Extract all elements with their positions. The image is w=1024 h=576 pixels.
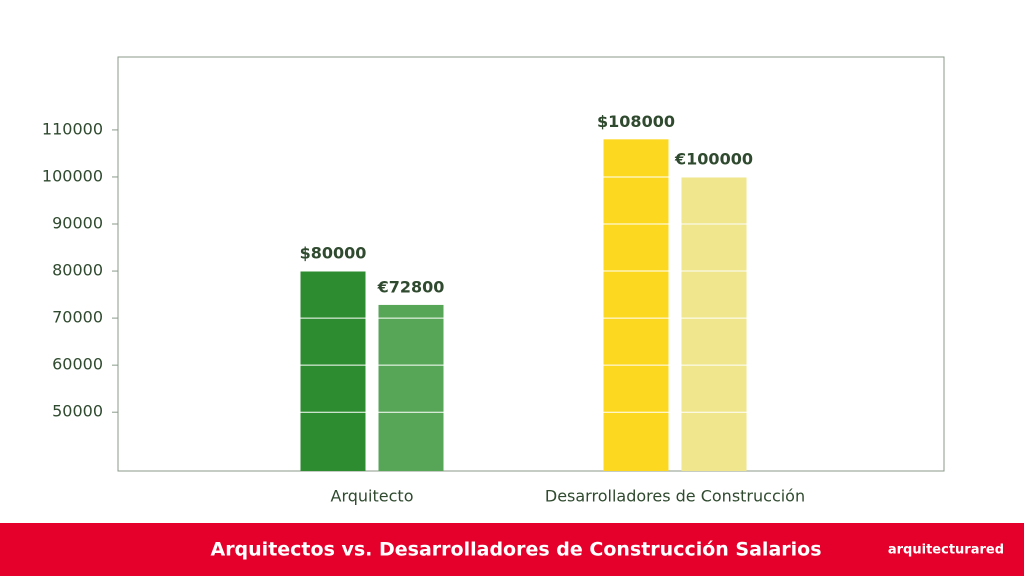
bar bbox=[603, 139, 669, 472]
y-tick-label: 80000 bbox=[52, 261, 103, 280]
x-tick-label: Desarrolladores de Construcción bbox=[545, 487, 805, 506]
y-tick-label: 100000 bbox=[42, 166, 103, 185]
bar bbox=[681, 176, 747, 471]
y-tick-label: 90000 bbox=[52, 214, 103, 233]
value-label: $80000 bbox=[300, 244, 367, 263]
plot-frame bbox=[117, 56, 945, 472]
brand: arquitecturared bbox=[888, 543, 1004, 558]
y-tick-label: 70000 bbox=[52, 308, 103, 327]
value-label: €100000 bbox=[674, 149, 753, 168]
title-banner bbox=[0, 523, 1024, 576]
bar bbox=[378, 304, 444, 471]
value-label: $108000 bbox=[597, 112, 675, 131]
value-label: €72800 bbox=[377, 277, 445, 296]
x-tick-label: Arquitecto bbox=[331, 487, 414, 506]
y-tick-label: 60000 bbox=[52, 355, 103, 374]
y-tick-label: 110000 bbox=[42, 119, 103, 138]
bar bbox=[300, 271, 366, 471]
chart-title: Arquitectos vs. Desarrolladores de Const… bbox=[210, 539, 821, 561]
y-tick-label: 50000 bbox=[52, 402, 103, 421]
